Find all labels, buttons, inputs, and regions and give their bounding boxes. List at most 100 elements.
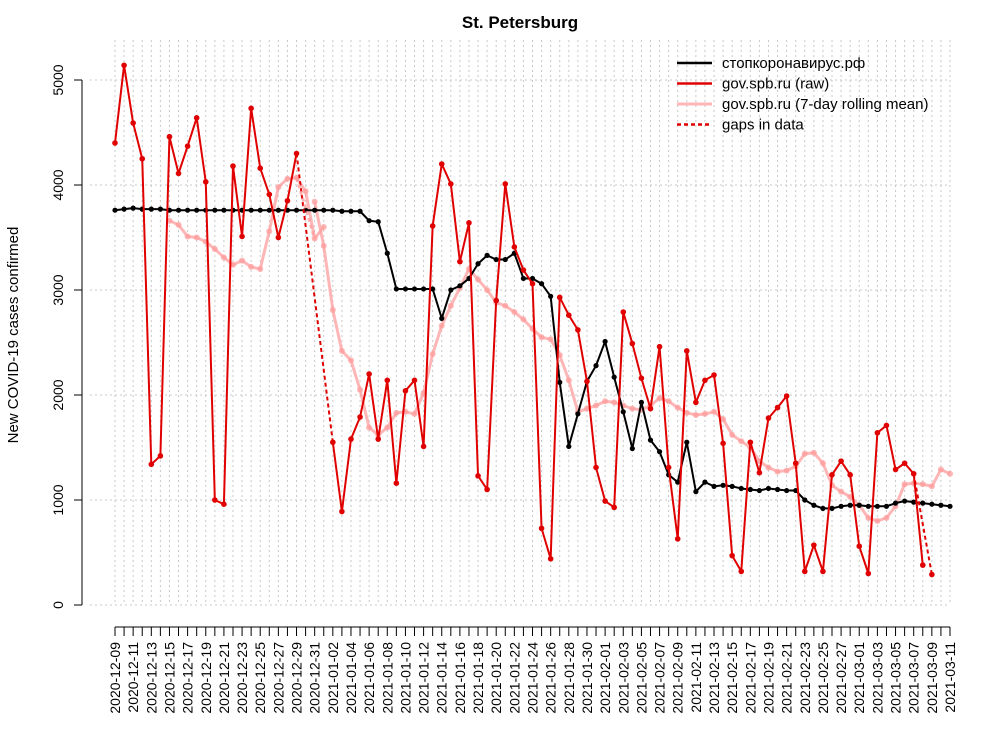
raw-point [212, 497, 218, 503]
x-tick-label: 2021-02-03 [615, 642, 631, 714]
x-tick-label: 2020-12-21 [216, 642, 232, 714]
raw-point [248, 105, 254, 112]
rolling-mean-point [874, 518, 881, 524]
x-tick-label: 2020-12-09 [107, 642, 123, 714]
x-tick-label: 2021-02-23 [797, 642, 813, 714]
rolling-mean-point [357, 386, 364, 393]
stopcoronavirus-point [865, 503, 871, 509]
rolling-mean-point [711, 408, 718, 415]
rolling-mean-point [311, 198, 318, 205]
stopcoronavirus-point [557, 379, 563, 385]
x-tick-label: 2021-01-14 [434, 642, 450, 714]
stopcoronavirus-point [330, 207, 336, 213]
stopcoronavirus-point [520, 275, 527, 282]
y-axis: 0 1000 2000 3000 4000 5000 [50, 64, 83, 609]
raw-point [929, 571, 935, 578]
raw-point [820, 568, 826, 575]
stopcoronavirus-point [838, 503, 844, 509]
rolling-mean-point [847, 493, 854, 500]
x-tick-label: 2020-12-11 [125, 642, 141, 713]
raw-point [593, 464, 599, 471]
stopcoronavirus-point [157, 206, 163, 212]
rolling-mean-point [239, 257, 246, 264]
rolling-mean-point [683, 409, 690, 416]
stopcoronavirus-point [185, 207, 191, 213]
raw-point [266, 191, 273, 198]
raw-point [838, 458, 844, 464]
rolling-mean-point [665, 398, 672, 405]
x-tick-label: 2020-12-23 [234, 642, 250, 714]
raw-point [130, 120, 136, 126]
raw-point [193, 115, 200, 121]
stopcoronavirus-point [321, 207, 327, 213]
rolling-mean-point [901, 481, 908, 488]
y-tick-label: 3000 [50, 274, 66, 305]
stopcoronavirus-point [566, 443, 572, 450]
rolling-mean-point [720, 416, 727, 423]
stopcoronavirus-point [747, 486, 753, 493]
raw-point [457, 258, 463, 265]
raw-point [711, 372, 717, 378]
stopcoronavirus-point [130, 205, 136, 211]
stopcoronavirus-point [756, 487, 763, 494]
rolling-mean-point [366, 424, 373, 431]
raw-point [384, 377, 391, 384]
rolling-mean-point [520, 316, 527, 323]
raw-point [520, 267, 527, 273]
stopcoronavirus-point [684, 439, 690, 445]
raw-point [511, 244, 518, 250]
chart-title: St. Petersburg [462, 13, 578, 32]
rolling-mean-point [175, 221, 182, 228]
raw-point [647, 405, 654, 412]
rolling-mean-point [565, 377, 572, 384]
raw-point [683, 348, 690, 354]
raw-point [638, 375, 645, 382]
gap-line [912, 473, 933, 575]
raw-point [883, 422, 890, 429]
rolling-mean-point [883, 514, 890, 521]
rolling-mean-point [947, 470, 953, 477]
raw-line [331, 163, 924, 575]
raw-point [402, 388, 409, 394]
stopcoronavirus-point [711, 483, 717, 489]
raw-point [493, 297, 500, 304]
stopcoronavirus-point [538, 281, 545, 287]
x-tick-label: 2021-02-01 [597, 642, 613, 714]
rolling-mean-point [447, 302, 454, 309]
rolling-mean-point [629, 405, 636, 412]
raw-point [656, 343, 663, 350]
raw-point [284, 197, 291, 204]
stopcoronavirus-point [484, 252, 490, 258]
rolling-mean-point [919, 481, 926, 488]
stopcoronavirus-point [729, 483, 735, 489]
raw-point [411, 377, 418, 384]
y-tick-label: 5000 [50, 64, 66, 95]
raw-point [556, 294, 563, 301]
rolling-mean-point [583, 405, 590, 412]
raw-point [166, 133, 173, 140]
stopcoronavirus-point [475, 261, 481, 267]
raw-point [139, 155, 146, 162]
stopcoronavirus-point [675, 479, 681, 485]
raw-point [257, 165, 264, 171]
raw-point [629, 340, 636, 347]
rolling-mean-point [484, 287, 491, 293]
x-tick-label: 2021-03-09 [924, 642, 940, 714]
x-tick-label: 2021-01-28 [561, 642, 577, 714]
legend-label: gov.spb.ru (7-day rolling mean) [722, 96, 928, 113]
raw-point [529, 280, 536, 287]
rolling-mean-point [801, 450, 808, 457]
stopcoronavirus-point [257, 207, 263, 213]
x-tick-label: 2021-02-25 [815, 642, 831, 714]
stopcoronavirus-point [802, 497, 808, 503]
rolling-mean-point [320, 224, 327, 230]
raw-point [429, 223, 436, 229]
raw-point [575, 327, 581, 333]
stopcoronavirus-point [148, 206, 154, 212]
x-tick-label: 2020-12-13 [143, 642, 159, 714]
stopcoronavirus-point [593, 363, 599, 369]
stopcoronavirus-point [502, 256, 508, 263]
grid-lines [90, 40, 951, 606]
